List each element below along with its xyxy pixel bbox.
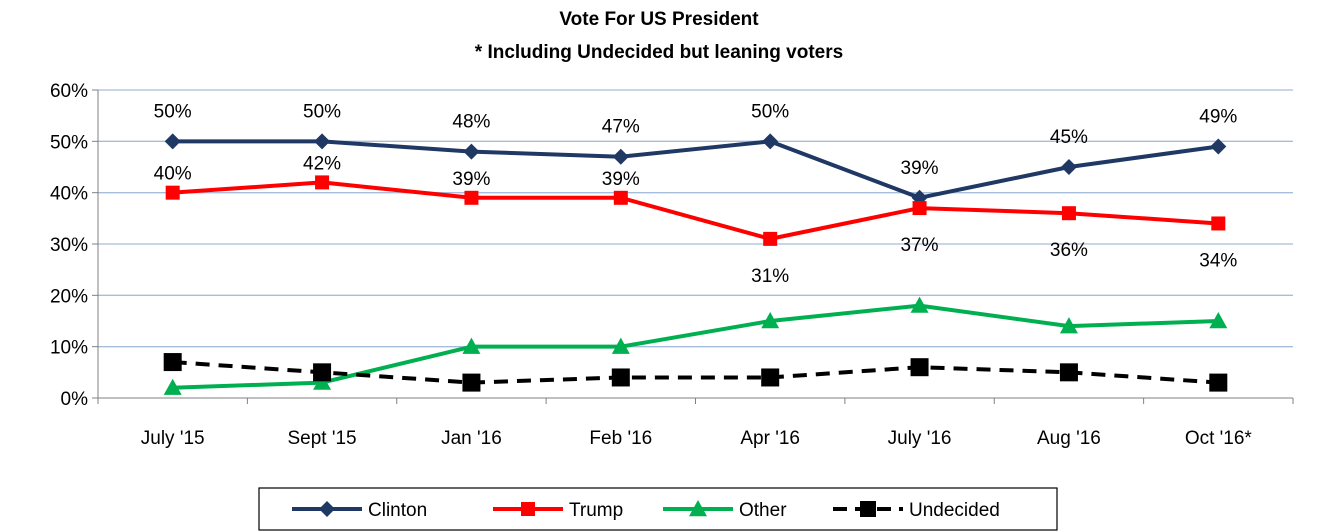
x-tick-label: Oct '16*	[1185, 428, 1253, 449]
data-point-clinton	[314, 133, 331, 150]
data-label-trump: 40%	[154, 164, 192, 185]
data-point-clinton	[164, 133, 181, 150]
legend-marker-other	[689, 500, 707, 517]
series-markers	[163, 133, 1228, 395]
data-point-clinton	[612, 148, 629, 165]
legend-box	[258, 487, 1058, 531]
y-tick-label: 60%	[50, 81, 88, 102]
legend-label-other: Other	[739, 500, 787, 521]
series-lines	[172, 139, 1219, 390]
data-label-clinton: 50%	[751, 101, 789, 122]
data-label-trump: 36%	[1050, 240, 1088, 261]
x-tick-label: July '16	[888, 428, 952, 449]
data-point-undecided	[163, 353, 182, 372]
data-label-trump: 39%	[452, 169, 490, 190]
data-label-trump: 42%	[303, 153, 341, 174]
legend-label-trump: Trump	[569, 500, 623, 521]
chart-title: Vote For US President	[559, 9, 759, 30]
data-label-trump: 31%	[751, 266, 789, 287]
y-tick-label: 30%	[50, 235, 88, 256]
data-point-trump	[464, 190, 479, 205]
data-point-clinton	[1060, 159, 1077, 175]
data-point-other	[1209, 312, 1228, 329]
legend-label-clinton: Clinton	[368, 500, 427, 521]
data-point-trump	[1061, 206, 1076, 221]
data-point-trump	[315, 175, 330, 190]
data-labels: 50% 50% 48% 47% 50% 39% 45% 49% 40% 42% 39% 39% 31% 3…	[154, 101, 1238, 287]
data-point-trump	[912, 201, 927, 216]
data-label-trump: 37%	[901, 235, 939, 256]
data-label-clinton: 50%	[303, 101, 341, 122]
legend: Clinton Trump Other Undecided	[258, 487, 1058, 531]
data-point-undecided	[611, 368, 630, 387]
data-point-other	[1059, 317, 1078, 334]
x-tick-label: July '15	[141, 428, 205, 449]
series-line-clinton	[172, 139, 1219, 200]
data-point-other	[910, 296, 929, 313]
legend-label-undecided: Undecided	[909, 500, 1000, 521]
x-tick-label: Aug '16	[1037, 428, 1101, 449]
data-point-undecided	[1209, 373, 1228, 392]
data-point-undecided	[1059, 363, 1078, 382]
data-point-undecided	[761, 368, 780, 387]
axes: 0% 10% 20% 30% 40% 50% 60% July '15 Sept '15 Jan …	[50, 81, 1294, 449]
data-point-other	[462, 337, 481, 354]
data-point-undecided	[462, 373, 481, 392]
series-line-trump	[172, 180, 1219, 241]
x-tick-label: Apr '16	[740, 428, 800, 449]
x-tick-label: Jan '16	[441, 428, 502, 449]
data-point-trump	[763, 231, 778, 246]
data-point-clinton	[762, 133, 779, 150]
legend-marker-trump	[521, 502, 535, 516]
data-point-other	[313, 373, 332, 390]
data-label-clinton: 39%	[901, 158, 939, 179]
data-label-clinton: 50%	[154, 101, 192, 122]
data-label-trump: 39%	[602, 169, 640, 190]
data-label-clinton: 49%	[1199, 106, 1237, 127]
data-point-trump	[613, 190, 628, 205]
x-tick-label: Sept '15	[287, 428, 356, 449]
data-point-clinton	[463, 143, 480, 160]
data-label-clinton: 45%	[1050, 127, 1088, 148]
data-point-clinton	[1210, 138, 1227, 155]
data-point-other	[761, 312, 780, 329]
data-point-trump	[165, 185, 180, 200]
data-point-trump	[1211, 216, 1226, 231]
y-tick-label: 10%	[50, 338, 88, 359]
y-tick-label: 40%	[50, 184, 88, 205]
series-line-other	[172, 303, 1219, 390]
data-label-trump: 34%	[1199, 250, 1237, 271]
data-point-other	[163, 378, 182, 395]
data-label-clinton: 47%	[602, 117, 640, 138]
data-point-undecided	[313, 363, 332, 382]
data-point-other	[611, 337, 630, 354]
legend-marker-clinton	[319, 501, 335, 517]
x-tick-label: Feb '16	[589, 428, 652, 449]
y-tick-label: 50%	[50, 132, 88, 153]
legend-marker-undecided	[860, 501, 876, 517]
chart-subtitle: * Including Undecided but leaning voters	[475, 42, 843, 63]
series-line-undecided	[172, 360, 1219, 385]
y-tick-label: 20%	[50, 286, 88, 307]
data-point-undecided	[910, 358, 929, 377]
y-tick-label: 0%	[61, 389, 89, 410]
data-label-clinton: 48%	[452, 112, 490, 133]
